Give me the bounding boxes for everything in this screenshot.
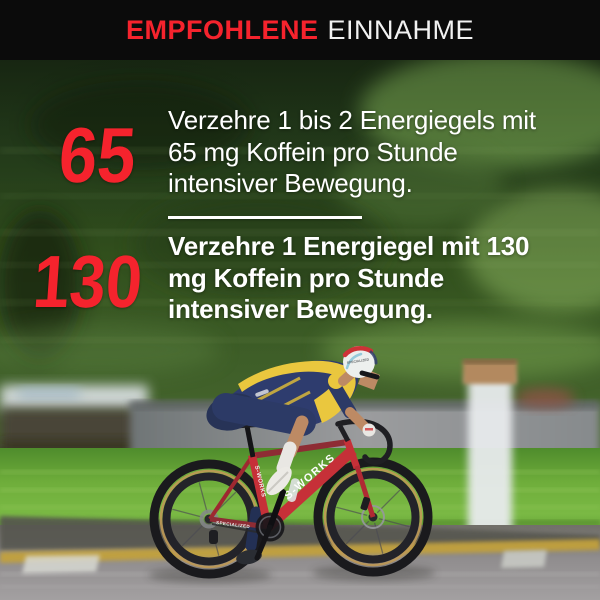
title-rest: EINNAHME [327, 14, 475, 45]
dose-value-65: 65 [56, 111, 139, 199]
dose-65-line-2: 65 mg Koffein pro Stunde [168, 136, 458, 167]
dose-65-line-3: intensiver Bewegung. [168, 168, 413, 198]
sunglasses [359, 370, 380, 380]
helmet-brand-text: SPECIALIZED [347, 357, 370, 365]
title-highlight: EMPFOHLENE [125, 14, 319, 45]
page-title: EMPFOHLENE EINNAHME [126, 15, 474, 46]
chainstay-brand-text: SPECIALIZED [216, 520, 251, 529]
far-leg [236, 506, 262, 565]
crankset [209, 489, 286, 561]
right-thigh [212, 393, 316, 436]
rider: SPECIALIZED [206, 345, 380, 496]
helmet [343, 346, 375, 378]
jersey-yellow-back [238, 360, 352, 392]
dose-130-line-2: mg Koffein pro Stunde [168, 262, 444, 293]
dose-130-line-1: Verzehre 1 Energiegel mit 130 [168, 231, 530, 261]
photo-road [0, 516, 600, 600]
forearm [345, 407, 371, 433]
header-bar: EMPFOHLENE EINNAHME [0, 0, 600, 60]
right-sock [276, 441, 297, 475]
dose-value-130: 130 [30, 240, 146, 323]
dose-65-text: Verzehre 1 bis 2 Energiegels mit 65 mg K… [168, 105, 536, 200]
upper-arm [327, 378, 357, 419]
dose-130-line-3: intensiver Bewegung. [168, 294, 433, 324]
dose-130-text: Verzehre 1 Energiegel mit 130 mg Koffein… [168, 231, 529, 326]
dose-65-line-1: Verzehre 1 bis 2 Energiegels mit [168, 105, 536, 135]
photo-trees [0, 50, 600, 460]
divider-line [168, 216, 362, 219]
